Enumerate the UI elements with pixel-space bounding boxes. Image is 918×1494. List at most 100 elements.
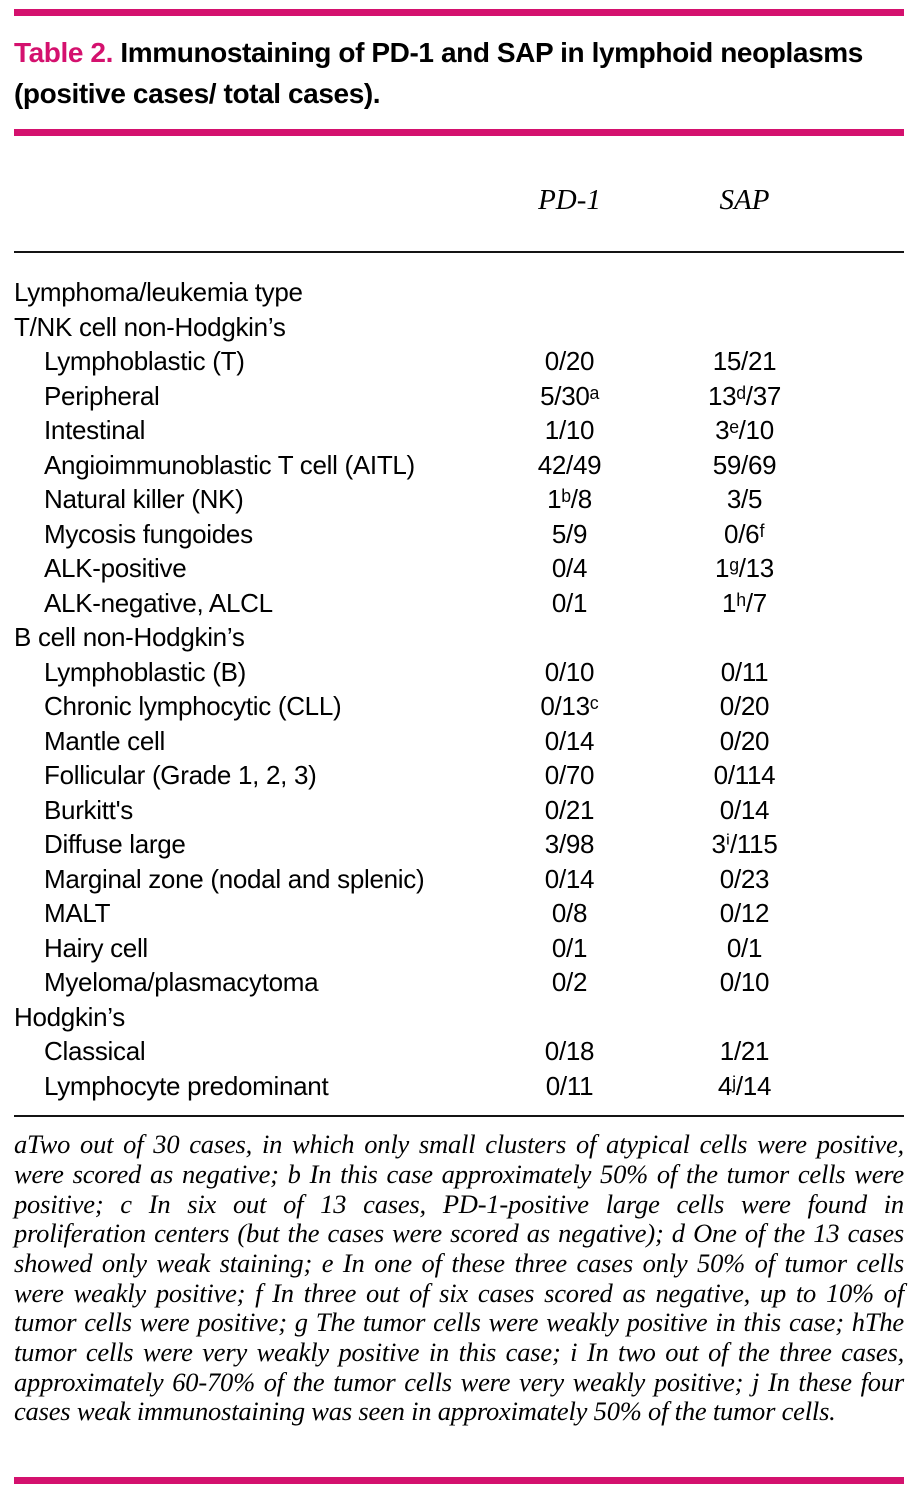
pd1-value: 0/2 (551, 967, 588, 998)
table-row: Natural killer (NK) 1ᵇ/8 3/5 (14, 482, 832, 517)
row-label: Natural killer (NK) (44, 484, 244, 515)
pd1-value: 1ᵇ/8 (547, 484, 592, 515)
row-label: Hodgkin’s (14, 1001, 125, 1032)
row-label: Peripheral (44, 380, 160, 411)
table-row: Lymphoma/leukemia type (14, 275, 832, 310)
pd1-value: 0/20 (544, 346, 595, 377)
sap-value: 3ᵉ/10 (715, 415, 774, 446)
sap-value: 3ⁱ/115 (711, 829, 778, 860)
sap-value: 0/23 (719, 863, 770, 894)
sap-value (657, 310, 832, 345)
table-row: Mantle cell 0/14 0/20 (14, 724, 832, 759)
row-label: Lymphocyte predominant (44, 1070, 329, 1101)
pd1-value: 0/10 (544, 656, 595, 687)
row-label: MALT (44, 898, 111, 929)
table-row: Myeloma/plasmacytoma 0/2 0/10 (14, 965, 832, 1000)
sap-value: 0/10 (719, 967, 770, 998)
sap-value: 4ʲ/14 (717, 1070, 772, 1101)
pd1-value: 1/10 (544, 415, 595, 446)
table-caption-part1: Immunostaining of PD-1 and SAP in lympho… (112, 37, 863, 68)
table-row: Follicular (Grade 1, 2, 3) 0/70 0/114 (14, 758, 832, 793)
pd1-value: 0/14 (544, 863, 595, 894)
table-title: Table 2. Immunostaining of PD-1 and SAP … (14, 33, 904, 114)
row-label: Angioimmunoblastic T cell (AITL) (44, 449, 415, 480)
sap-value: 0/6ᶠ (724, 518, 765, 549)
table-title-line1: Table 2. Immunostaining of PD-1 and SAP … (14, 33, 904, 74)
sap-value (657, 275, 832, 310)
table-row: Intestinal 1/10 3ᵉ/10 (14, 413, 832, 448)
pd1-value: 0/8 (551, 898, 588, 929)
sap-value: 0/11 (720, 656, 769, 687)
pd1-value (482, 275, 657, 310)
row-label: Diffuse large (44, 829, 186, 860)
pd1-value (482, 1000, 657, 1035)
row-label: Mycosis fungoides (44, 518, 253, 549)
table-title-line2: (positive cases/ total cases). (14, 77, 381, 109)
bottom-rule (14, 1477, 904, 1484)
sap-value: 0/1 (726, 932, 763, 963)
table-bottom-divider-rule (14, 1115, 904, 1118)
table-row: Hodgkin’s (14, 1000, 832, 1035)
row-label: Marginal zone (nodal and splenic) (44, 863, 425, 894)
row-label: Lymphoblastic (T) (44, 346, 245, 377)
table-row: Hairy cell 0/1 0/1 (14, 931, 832, 966)
pd1-value: 0/11 (545, 1070, 594, 1101)
row-label: Burkitt's (44, 794, 133, 825)
pd1-value: 42/49 (537, 449, 602, 480)
table-row: Diffuse large 3/98 3ⁱ/115 (14, 827, 832, 862)
row-label: Follicular (Grade 1, 2, 3) (44, 760, 317, 791)
row-label: Classical (44, 1036, 146, 1067)
row-label: Lymphoma/leukemia type (14, 277, 303, 308)
top-rule (14, 9, 904, 16)
title-bottom-rule (14, 129, 904, 137)
table-row: Angioimmunoblastic T cell (AITL) 42/49 5… (14, 448, 832, 483)
sap-value: 1/21 (719, 1036, 770, 1067)
pd1-value: 0/18 (544, 1036, 595, 1067)
table-row: Marginal zone (nodal and splenic) 0/14 0… (14, 862, 832, 897)
row-label: Mantle cell (44, 725, 165, 756)
table-row: B cell non-Hodgkin’s (14, 620, 832, 655)
table-row: Lymphocyte predominant 0/11 4ʲ/14 (14, 1069, 832, 1104)
table-row: ALK-positive 0/4 1ᵍ/13 (14, 551, 832, 586)
row-label: ALK-negative, ALCL (44, 587, 273, 618)
table-row: Chronic lymphocytic (CLL) 0/13ᶜ 0/20 (14, 689, 832, 724)
row-label: B cell non-Hodgkin’s (14, 622, 245, 653)
pd1-value: 0/1 (551, 932, 588, 963)
pd1-value: 0/21 (544, 794, 595, 825)
table-row: Mycosis fungoides 5/9 0/6ᶠ (14, 517, 832, 552)
sap-value: 1ᵍ/13 (715, 553, 774, 584)
table-row: Lymphoblastic (B) 0/10 0/11 (14, 655, 832, 690)
row-label: Intestinal (44, 415, 146, 446)
sap-value: 0/20 (719, 691, 770, 722)
table-body: Lymphoma/leukemia type T/NK cell non-Hod… (14, 275, 904, 1103)
row-label: T/NK cell non-Hodgkin’s (14, 311, 286, 342)
pd1-value: 5/30ᵃ (540, 380, 599, 411)
table-row: Peripheral 5/30ᵃ 13ᵈ/37 (14, 379, 832, 414)
sap-value: 0/12 (719, 898, 770, 929)
column-header-spacer (14, 184, 482, 217)
table-row: Classical 0/18 1/21 (14, 1034, 832, 1069)
row-label: Lymphoblastic (B) (44, 656, 247, 687)
sap-value: 3/5 (726, 484, 763, 515)
table-row: Burkitt's 0/21 0/14 (14, 793, 832, 828)
row-label: Myeloma/plasmacytoma (44, 967, 319, 998)
table-row: MALT 0/8 0/12 (14, 896, 832, 931)
sap-value: 1ʰ/7 (722, 587, 767, 618)
pd1-value: 3/98 (544, 829, 595, 860)
sap-value (657, 620, 832, 655)
pd1-value (482, 310, 657, 345)
row-label: ALK-positive (44, 553, 187, 584)
pd1-value: 0/14 (544, 725, 595, 756)
header-divider-rule (14, 251, 904, 254)
sap-value: 13ᵈ/37 (707, 380, 782, 411)
sap-value: 0/14 (719, 794, 770, 825)
footnotes: aTwo out of 30 cases, in which only smal… (14, 1129, 904, 1427)
pd1-value: 0/4 (551, 553, 588, 584)
column-header-row: PD-1 SAP (14, 184, 904, 217)
pd1-value: 0/13ᶜ (540, 691, 599, 722)
pd1-value (482, 620, 657, 655)
table-number-label: Table 2. (14, 37, 113, 68)
sap-value: 59/69 (712, 449, 777, 480)
table-row: T/NK cell non-Hodgkin’s (14, 310, 832, 345)
